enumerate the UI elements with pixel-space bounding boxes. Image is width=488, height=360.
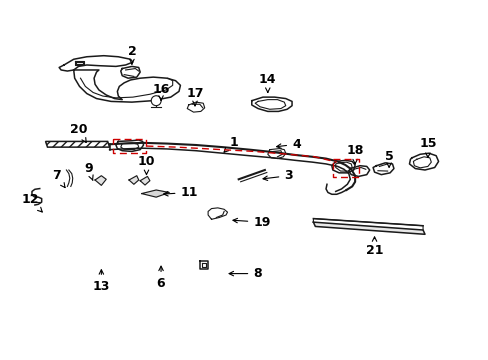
Text: 5: 5 (384, 150, 393, 167)
Text: 20: 20 (70, 123, 87, 143)
Text: 21: 21 (365, 237, 383, 257)
Polygon shape (140, 176, 150, 185)
Text: 10: 10 (138, 155, 155, 175)
Text: 3: 3 (263, 169, 292, 182)
Polygon shape (313, 222, 424, 234)
Text: 16: 16 (152, 84, 169, 100)
Text: 13: 13 (93, 270, 110, 293)
Text: 4: 4 (276, 138, 300, 151)
Text: 19: 19 (232, 216, 270, 229)
Polygon shape (129, 176, 139, 184)
Text: 6: 6 (157, 266, 165, 290)
Text: 2: 2 (127, 45, 136, 64)
Text: 11: 11 (163, 186, 198, 199)
Text: 8: 8 (229, 267, 261, 280)
Text: 15: 15 (418, 137, 436, 157)
Polygon shape (95, 176, 106, 185)
Text: 12: 12 (21, 193, 42, 212)
Text: 1: 1 (224, 136, 238, 152)
Text: 7: 7 (52, 169, 65, 188)
Text: 17: 17 (186, 87, 203, 106)
Polygon shape (142, 190, 169, 197)
Text: 18: 18 (346, 144, 363, 164)
Circle shape (151, 96, 161, 105)
Text: 14: 14 (259, 73, 276, 92)
Text: 9: 9 (84, 162, 93, 180)
Polygon shape (45, 141, 109, 147)
